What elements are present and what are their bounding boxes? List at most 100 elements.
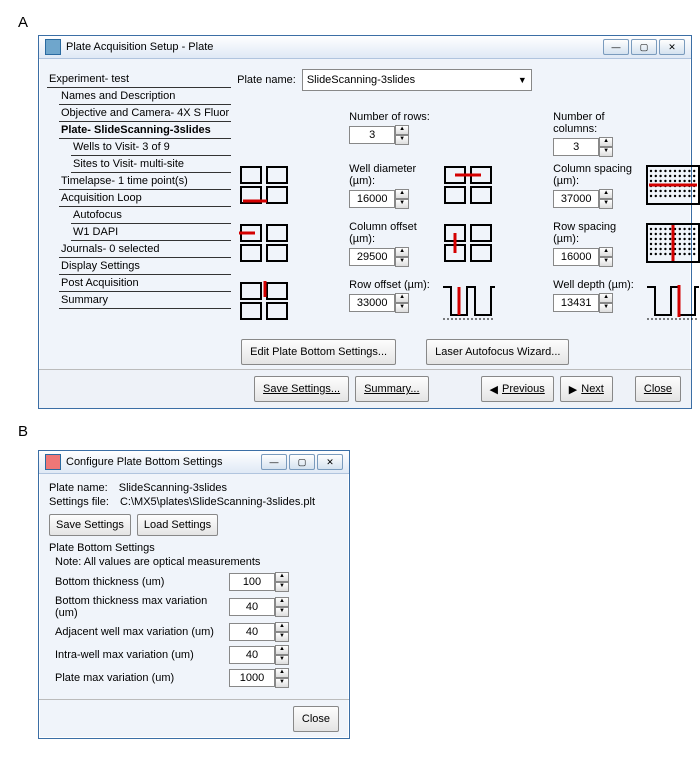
spin-down-icon[interactable]: ▼ <box>599 199 613 209</box>
spin-up-icon[interactable]: ▲ <box>275 572 289 582</box>
settings-file-value: C:\MX5\plates\SlideScanning-3slides.plt <box>120 496 315 508</box>
close-button[interactable]: ✕ <box>317 454 343 470</box>
laser-autofocus-button[interactable]: Laser Autofocus Wizard... <box>426 339 569 365</box>
param-label: Column spacing (µm): <box>553 163 643 187</box>
spin-down-icon[interactable]: ▼ <box>275 607 289 617</box>
tree-item[interactable]: Wells to Visit- 3 of 9 <box>71 139 231 156</box>
cols-label: Number of columns: <box>553 111 643 135</box>
triangle-right-icon: ▶ <box>569 383 577 396</box>
param-spinner[interactable]: ▲▼ <box>553 293 611 313</box>
spin-up-icon[interactable]: ▲ <box>599 137 613 147</box>
plate-name-combo[interactable]: SlideScanning-3slides ▼ <box>302 69 532 91</box>
previous-button[interactable]: ◀Previous <box>481 376 554 402</box>
setting-spinner[interactable]: ▲▼ <box>229 572 287 592</box>
spin-down-icon[interactable]: ▼ <box>395 257 409 267</box>
spin-up-icon[interactable]: ▲ <box>395 247 409 257</box>
setting-row: Bottom thickness max variation (um)▲▼ <box>55 595 339 619</box>
setting-spinner[interactable]: ▲▼ <box>229 668 287 688</box>
spin-up-icon[interactable]: ▲ <box>395 189 409 199</box>
setting-input[interactable] <box>229 646 275 664</box>
save-settings-b-button[interactable]: Save Settings <box>49 514 131 536</box>
tree-item[interactable]: Post Acquisition <box>59 275 231 292</box>
spin-up-icon[interactable]: ▲ <box>599 293 613 303</box>
save-settings-button[interactable]: Save Settings... <box>254 376 349 402</box>
maximize-button[interactable]: ▢ <box>631 39 657 55</box>
param-spinner[interactable]: ▲▼ <box>349 293 407 313</box>
maximize-button[interactable]: ▢ <box>289 454 315 470</box>
tree-item[interactable]: Summary <box>59 292 231 309</box>
param-input[interactable] <box>553 294 599 312</box>
spin-up-icon[interactable]: ▲ <box>275 622 289 632</box>
spin-up-icon[interactable]: ▲ <box>275 597 289 607</box>
spin-down-icon[interactable]: ▼ <box>395 199 409 209</box>
setting-row: Intra-well max variation (um)▲▼ <box>55 645 339 665</box>
setting-input[interactable] <box>229 669 275 687</box>
tree-item[interactable]: Objective and Camera- 4X S Fluor <box>59 105 231 122</box>
param-input[interactable] <box>553 248 599 266</box>
setting-spinner[interactable]: ▲▼ <box>229 622 287 642</box>
param-input[interactable] <box>349 248 395 266</box>
tree-item[interactable]: Autofocus <box>71 207 231 224</box>
tree-item[interactable]: Journals- 0 selected <box>59 241 231 258</box>
panel-b-label: B <box>18 423 700 440</box>
spin-down-icon[interactable]: ▼ <box>275 655 289 665</box>
spin-down-icon[interactable]: ▼ <box>275 678 289 688</box>
app-icon <box>45 454 61 470</box>
minimize-button[interactable]: — <box>603 39 629 55</box>
rows-input[interactable] <box>349 126 395 144</box>
plate-name-label-b: Plate name: <box>49 482 108 494</box>
close-button-b[interactable]: Close <box>293 706 339 732</box>
spin-down-icon[interactable]: ▼ <box>599 147 613 157</box>
cols-spinner[interactable]: ▲▼ <box>553 137 611 157</box>
summary-button[interactable]: Summary... <box>355 376 428 402</box>
plate-name-label: Plate name: <box>237 74 296 86</box>
diagram-icon <box>237 279 347 323</box>
next-button[interactable]: ▶Next <box>560 376 613 402</box>
spin-down-icon[interactable]: ▼ <box>599 257 613 267</box>
setting-input[interactable] <box>229 598 275 616</box>
spin-up-icon[interactable]: ▲ <box>599 247 613 257</box>
param-spinner[interactable]: ▲▼ <box>553 247 611 267</box>
spin-down-icon[interactable]: ▼ <box>275 632 289 642</box>
spin-down-icon[interactable]: ▼ <box>395 303 409 313</box>
param-input[interactable] <box>349 294 395 312</box>
spin-down-icon[interactable]: ▼ <box>395 135 409 145</box>
param-label: Row offset (µm): <box>349 279 439 291</box>
tree-item[interactable]: W1 DAPI <box>71 224 231 241</box>
tree-item[interactable]: Names and Description <box>59 88 231 105</box>
tree-item[interactable]: Sites to Visit- multi-site <box>71 156 231 173</box>
param-spinner[interactable]: ▲▼ <box>349 189 407 209</box>
diagram-icon <box>645 279 700 323</box>
close-button[interactable]: ✕ <box>659 39 685 55</box>
tree-item[interactable]: Display Settings <box>59 258 231 275</box>
rows-label: Number of rows: <box>349 111 439 123</box>
param-input[interactable] <box>349 190 395 208</box>
spin-up-icon[interactable]: ▲ <box>275 645 289 655</box>
spin-down-icon[interactable]: ▼ <box>599 303 613 313</box>
setting-spinner[interactable]: ▲▼ <box>229 645 287 665</box>
param-input[interactable] <box>553 190 599 208</box>
spin-up-icon[interactable]: ▲ <box>275 668 289 678</box>
cols-input[interactable] <box>553 138 599 156</box>
tree-item[interactable]: Experiment- test <box>47 71 231 88</box>
param-field: Well depth (µm): ▲▼ <box>553 279 643 313</box>
tree-item[interactable]: Timelapse- 1 time point(s) <box>59 173 231 190</box>
param-spinner[interactable]: ▲▼ <box>349 247 407 267</box>
spin-up-icon[interactable]: ▲ <box>599 189 613 199</box>
edit-plate-bottom-button[interactable]: Edit Plate Bottom Settings... <box>241 339 396 365</box>
spin-down-icon[interactable]: ▼ <box>275 582 289 592</box>
spin-up-icon[interactable]: ▲ <box>395 125 409 135</box>
tree-item[interactable]: Plate- SlideScanning-3slides <box>59 122 231 139</box>
tree-item[interactable]: Acquisition Loop <box>59 190 231 207</box>
rows-spinner[interactable]: ▲▼ <box>349 125 407 145</box>
setting-input[interactable] <box>229 573 275 591</box>
param-label: Row spacing (µm): <box>553 221 643 245</box>
param-spinner[interactable]: ▲▼ <box>553 189 611 209</box>
minimize-button[interactable]: — <box>261 454 287 470</box>
load-settings-button[interactable]: Load Settings <box>137 514 218 536</box>
setting-input[interactable] <box>229 623 275 641</box>
setting-spinner[interactable]: ▲▼ <box>229 597 287 617</box>
close-button-a[interactable]: Close <box>635 376 681 402</box>
param-label: Well depth (µm): <box>553 279 643 291</box>
spin-up-icon[interactable]: ▲ <box>395 293 409 303</box>
